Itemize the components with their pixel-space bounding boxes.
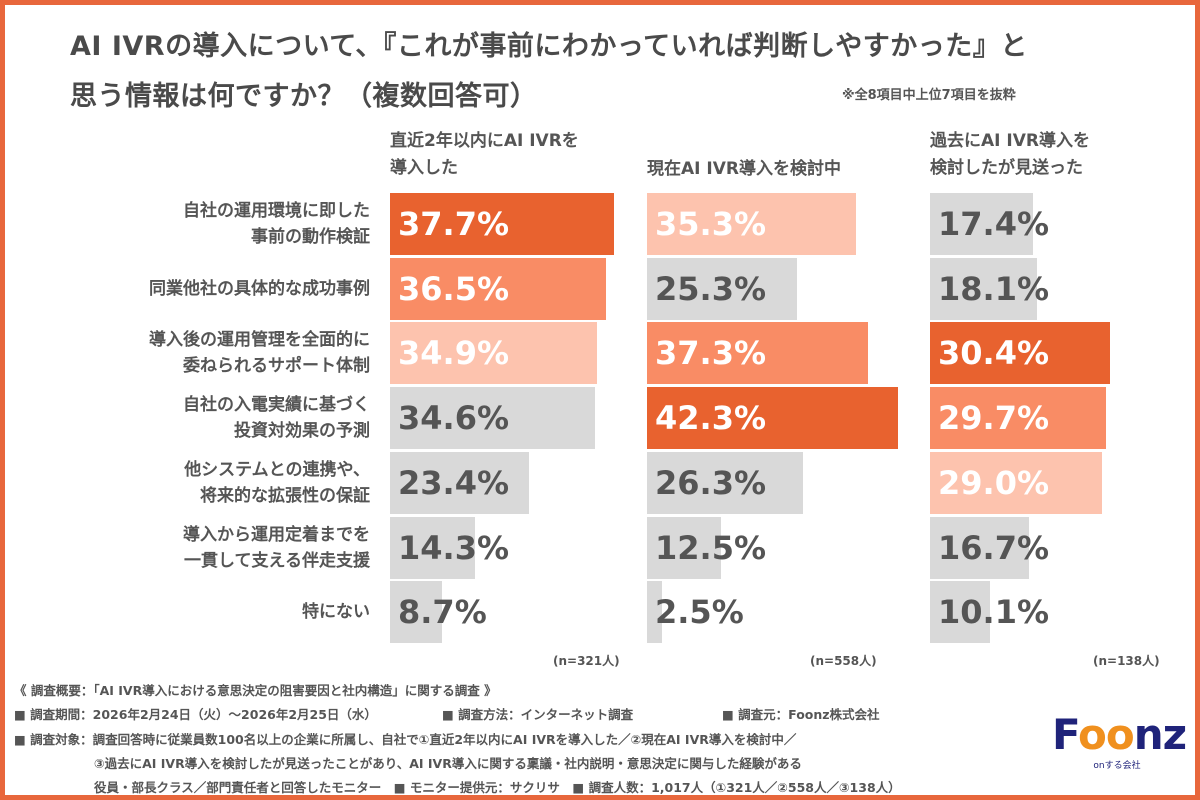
series-header: 現在AI IVR導入を検討中 [647,156,841,183]
bar [930,581,990,644]
logo-tagline: onする会社 [1093,761,1141,771]
category-label-line: 他システムとの連携や、 [184,459,370,480]
data-label: 29.7% [938,399,1050,438]
series-header: 過去にAI IVR導入を 検討したが見送った [930,128,1090,182]
foonz-logo: Foonz onする会社 [1052,710,1187,772]
footer-period: ■ 調査期間：2026年2月24日（火）〜2026年2月25日（水） [14,707,377,722]
bar [930,322,1111,385]
footer-source: ■ 調査元：Foonz株式会社 [722,707,880,722]
series-header-line: 過去にAI IVR導入を [930,131,1090,151]
category-label: 特にない [40,599,370,625]
category-label-line: 投資対効果の予測 [234,421,370,442]
data-label: 42.3% [655,399,767,438]
bar [390,257,607,320]
sample-size-label: (n=558人) [810,654,877,668]
category-label-line: 導入から運用定着までを [183,524,370,545]
data-label: 35.3% [655,205,767,243]
category-label-line: 自社の入電実績に基づく [183,395,370,416]
data-label: 23.4% [398,463,510,502]
data-label: 14.3% [398,528,510,567]
category-label: 自社の運用環境に即した事前の動作検証 [40,198,370,250]
category-label-line: 導入後の運用管理を全面的に [149,330,370,351]
bar [930,387,1107,450]
bar [647,257,798,320]
category-label-line: 自社の運用環境に即した [183,201,370,221]
category-label: 自社の入電実績に基づく投資対効果の予測 [40,392,370,444]
data-label: 34.9% [398,334,510,373]
data-label: 2.5% [655,593,744,632]
bar [647,193,857,255]
bar [647,581,662,644]
data-label: 17.4% [938,205,1050,243]
sample-size-label: (n=138人) [1093,654,1160,668]
footer-target-2: ③過去にAI IVR導入を検討したが見送ったことがあり、AI IVR導入に関する… [94,756,802,771]
data-label: 29.0% [938,463,1050,502]
category-label-line: 将来的な拡張性の保証 [200,485,370,506]
bar [647,451,803,514]
bar [647,322,869,385]
data-label: 12.5% [655,528,767,567]
series-header-line: 検討したが見送った [930,158,1083,178]
footer-target-3: 役員・部長クラス／部門責任者と回答したモニター ■ モニター提供元：サクリサ ■… [94,780,901,795]
data-label: 10.1% [938,593,1050,632]
bar [647,516,722,579]
series-header-line: 現在AI IVR導入を検討中 [647,159,841,179]
data-label: 25.3% [655,269,767,308]
footer-target-1: ■ 調査対象：調査回答時に従業員数100名以上の企業に所属し、自社で①直近2年以… [14,732,797,747]
data-label: 37.7% [398,205,510,243]
title-line-1: AI IVRの導入について、『これが事前にわかっていれば判断しやすかった』と [70,31,1028,62]
bar [930,193,1034,255]
bar [930,516,1030,579]
series-header-line: 導入した [390,158,458,178]
bar [390,322,597,385]
data-label: 34.6% [398,399,510,438]
series-header: 直近2年以内にAI IVRを 導入した [390,128,579,182]
data-label: 18.1% [938,269,1050,308]
category-label-line: 特にない [302,602,370,623]
bar [930,451,1102,514]
bar [390,516,475,579]
category-label-line: 事前の動作検証 [251,227,370,247]
bar [390,387,596,450]
bar [390,193,614,255]
bar [930,257,1038,320]
footer-summary: 《 調査概要：「AI IVR導入における意思決定の阻害要因と社内構造」に関する調… [14,683,497,698]
category-label: 同業他社の具体的な成功事例 [40,276,370,302]
bar [647,387,898,450]
chart-title: AI IVRの導入について、『これが事前にわかっていれば判断しやすかった』と 思… [70,22,1028,122]
note: ※全8項目中上位7項目を抜粋 [842,88,1016,103]
footer-method: ■ 調査方法：インターネット調査 [442,707,634,722]
series-header-line: 直近2年以内にAI IVRを [390,131,579,151]
sample-size-label: (n=321人) [553,654,620,668]
category-label-line: 委ねられるサポート体制 [183,356,370,377]
data-label: 30.4% [938,334,1050,373]
title-line-2: 思う情報は何ですか？（複数回答可） [70,81,538,112]
bar [390,451,529,514]
data-label: 8.7% [398,593,487,632]
category-label-line: 一貫して支える伴走支援 [184,550,370,571]
bar [390,581,442,644]
category-label-line: 同業他社の具体的な成功事例 [149,278,370,299]
data-label: 16.7% [938,528,1050,567]
data-label: 37.3% [655,334,767,373]
category-label: 他システムとの連携や、将来的な拡張性の保証 [40,457,370,509]
data-label: 36.5% [398,269,510,308]
category-label: 導入から運用定着までを 一貫して支える伴走支援 [40,522,370,574]
data-label: 26.3% [655,463,767,502]
category-label: 導入後の運用管理を全面的に委ねられるサポート体制 [40,327,370,379]
